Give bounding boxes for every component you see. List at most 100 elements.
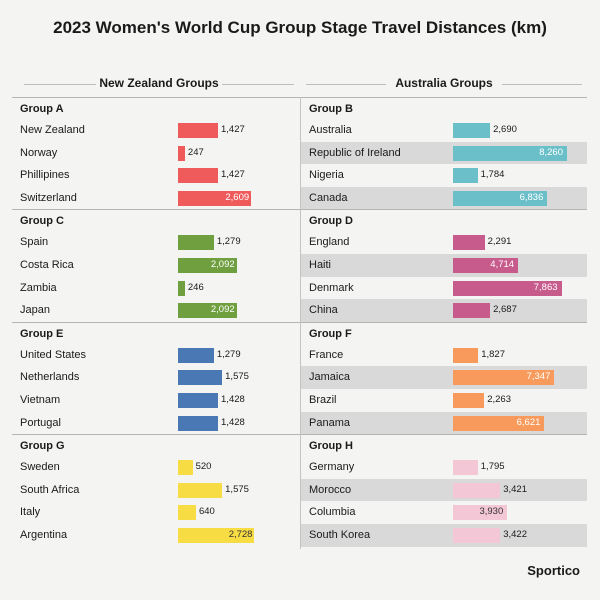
bar-panama bbox=[453, 415, 545, 431]
bar-columbia bbox=[453, 505, 508, 521]
group-header-group-e: Group E bbox=[12, 321, 300, 344]
value-label-republic-of-ireland: 8,260 bbox=[539, 146, 563, 158]
team-name: Panama bbox=[309, 416, 350, 429]
team-row-australia: Australia 2,690 bbox=[301, 119, 587, 142]
value-label-portugal: 1,428 bbox=[221, 416, 245, 428]
bar-italy bbox=[178, 505, 196, 521]
team-name: Phillipines bbox=[20, 169, 70, 182]
chart-title: 2023 Women's World Cup Group Stage Trave… bbox=[53, 18, 547, 37]
value-label-denmark: 7,863 bbox=[533, 281, 558, 293]
bar-haiti bbox=[453, 257, 519, 273]
team-name: Vietnam bbox=[20, 393, 61, 406]
value-label-vietnam: 1,428 bbox=[221, 393, 245, 405]
team-row-denmark: Denmark 7,863 bbox=[301, 277, 587, 300]
team-row-spain: Spain 1,279 bbox=[12, 231, 300, 254]
team-name: Denmark bbox=[309, 281, 354, 294]
team-row-sweden: Sweden 520 bbox=[12, 456, 300, 479]
team-name: Zambia bbox=[20, 281, 57, 294]
team-name: United States bbox=[20, 348, 87, 361]
team-name: Costa Rica bbox=[20, 258, 74, 271]
team-row-france: France 1,827 bbox=[301, 344, 587, 367]
group-header-group-g: Group G bbox=[12, 434, 300, 456]
bar-china bbox=[453, 303, 491, 319]
section-header-right: Australia Groups bbox=[306, 72, 582, 97]
value-label-norway: 247 bbox=[187, 146, 204, 158]
value-label-phillipines: 1,427 bbox=[221, 169, 245, 181]
bar-england bbox=[453, 235, 485, 251]
value-label-panama: 6,621 bbox=[516, 416, 541, 428]
team-row-morocco: Morocco 3,421 bbox=[301, 478, 587, 502]
value-label-netherlands: 1,575 bbox=[225, 371, 249, 383]
team-row-england: England 2,291 bbox=[301, 231, 587, 254]
bar-germany bbox=[453, 460, 478, 476]
team-row-switzerland: Switzerland 2,609 bbox=[12, 187, 300, 210]
value-label-japan: 2,092 bbox=[210, 304, 235, 316]
value-label-haiti: 4,714 bbox=[490, 258, 515, 270]
bar-vietnam bbox=[178, 392, 219, 408]
team-row-china: China 2,687 bbox=[301, 299, 587, 322]
bar-republic-of-ireland bbox=[453, 145, 567, 161]
team-row-brazil: Brazil 2,263 bbox=[301, 389, 587, 412]
team-name: China bbox=[309, 304, 338, 317]
team-row-phillipines: Phillipines 1,427 bbox=[12, 164, 300, 187]
sportico-logo: Sportico bbox=[527, 563, 580, 578]
team-name: Brazil bbox=[309, 393, 337, 406]
value-label-costa-rica: 2,092 bbox=[210, 258, 235, 270]
value-label-italy: 640 bbox=[198, 506, 215, 518]
value-label-south-korea: 3,422 bbox=[503, 528, 527, 540]
bar-nigeria bbox=[453, 168, 478, 184]
team-name: Sweden bbox=[20, 461, 60, 474]
team-row-norway: Norway 247 bbox=[12, 142, 300, 165]
team-name: Canada bbox=[309, 191, 348, 204]
value-label-germany: 1,795 bbox=[480, 461, 505, 473]
team-row-united-states: United States 1,279 bbox=[12, 344, 300, 367]
value-label-nigeria: 1,784 bbox=[480, 169, 505, 181]
value-label-sweden: 520 bbox=[195, 461, 212, 473]
bar-japan bbox=[178, 303, 237, 319]
team-row-panama: Panama 6,621 bbox=[301, 411, 587, 435]
section-title-new-zealand: New Zealand Groups bbox=[99, 76, 219, 90]
group-header-group-a: Group A bbox=[12, 97, 300, 119]
team-name: Japan bbox=[20, 304, 50, 317]
bar-argentina bbox=[178, 527, 255, 543]
team-row-vietnam: Vietnam 1,428 bbox=[12, 389, 300, 412]
team-row-republic-of-ireland: Republic of Ireland 8,260 bbox=[301, 141, 587, 165]
section-header-left: New Zealand Groups bbox=[24, 72, 294, 97]
team-name: Netherlands bbox=[20, 371, 80, 384]
team-row-argentina: Argentina 2,728 bbox=[12, 524, 300, 547]
team-name: Jamaica bbox=[309, 371, 350, 384]
team-name: Republic of Ireland bbox=[309, 146, 401, 159]
bar-sweden bbox=[178, 460, 193, 476]
team-name: Argentina bbox=[20, 528, 68, 541]
group-header-group-c: Group C bbox=[12, 209, 300, 231]
bar-france bbox=[453, 347, 479, 363]
bar-south-africa bbox=[178, 482, 223, 498]
value-label-new-zealand: 1,427 bbox=[221, 124, 245, 135]
team-row-nigeria: Nigeria 1,784 bbox=[301, 164, 587, 187]
team-name: Portugal bbox=[20, 416, 61, 429]
team-name: England bbox=[309, 236, 350, 249]
team-row-italy: Italy 640 bbox=[12, 501, 300, 524]
section-title-australia: Australia Groups bbox=[395, 76, 493, 90]
bar-denmark bbox=[453, 280, 562, 296]
value-label-england: 2,291 bbox=[487, 236, 512, 248]
team-name: Columbia bbox=[309, 506, 356, 519]
group-header-group-d: Group D bbox=[301, 209, 587, 231]
bar-switzerland bbox=[178, 190, 252, 206]
bar-australia bbox=[453, 123, 491, 138]
value-label-france: 1,827 bbox=[481, 348, 505, 360]
team-row-haiti: Haiti 4,714 bbox=[301, 253, 587, 277]
value-label-columbia: 3,930 bbox=[479, 506, 504, 518]
bar-new-zealand bbox=[178, 123, 218, 138]
team-row-portugal: Portugal 1,428 bbox=[12, 412, 300, 435]
team-name: South Korea bbox=[309, 528, 371, 541]
value-label-china: 2,687 bbox=[493, 304, 517, 316]
bar-costa-rica bbox=[178, 257, 237, 273]
bar-south-korea bbox=[453, 527, 501, 543]
value-label-switzerland: 2,609 bbox=[225, 191, 250, 203]
bar-netherlands bbox=[178, 370, 223, 386]
team-name: Nigeria bbox=[309, 169, 344, 182]
group-header-group-f: Group F bbox=[301, 321, 587, 344]
bar-jamaica bbox=[453, 370, 555, 386]
bar-portugal bbox=[178, 415, 219, 431]
